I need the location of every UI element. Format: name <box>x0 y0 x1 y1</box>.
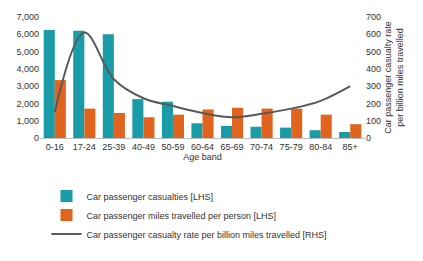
svg-text:400: 400 <box>366 64 381 74</box>
svg-text:600: 600 <box>366 29 381 39</box>
svg-text:0: 0 <box>34 133 39 143</box>
svg-text:40-49: 40-49 <box>132 142 155 152</box>
svg-text:80-84: 80-84 <box>309 142 332 152</box>
svg-text:Car passenger miles travelled: Car passenger miles travelled per person… <box>87 211 277 221</box>
svg-text:Car passenger casualty rateper: Car passenger casualty rateper billion m… <box>383 21 405 134</box>
svg-text:60-64: 60-64 <box>191 142 214 152</box>
svg-text:50-59: 50-59 <box>161 142 184 152</box>
svg-text:4,000: 4,000 <box>16 64 39 74</box>
svg-text:70-74: 70-74 <box>250 142 273 152</box>
svg-text:100: 100 <box>366 116 381 126</box>
svg-text:Age band: Age band <box>183 152 222 162</box>
svg-text:Car passenger casualties [LHS]: Car passenger casualties [LHS] <box>87 192 214 202</box>
svg-text:75-79: 75-79 <box>280 142 303 152</box>
svg-text:700: 700 <box>366 12 381 22</box>
svg-text:2,000: 2,000 <box>16 99 39 109</box>
svg-text:3,000: 3,000 <box>16 81 39 91</box>
svg-text:Car passenger casualty rate pe: Car passenger casualty rate per billion … <box>87 230 327 240</box>
svg-text:0: 0 <box>366 133 371 143</box>
svg-text:5,000: 5,000 <box>16 47 39 57</box>
svg-text:65-69: 65-69 <box>221 142 244 152</box>
svg-text:25-39: 25-39 <box>102 142 125 152</box>
svg-text:200: 200 <box>366 99 381 109</box>
svg-text:300: 300 <box>366 81 381 91</box>
svg-text:500: 500 <box>366 47 381 57</box>
svg-text:7,000: 7,000 <box>16 12 39 22</box>
svg-text:1,000: 1,000 <box>16 116 39 126</box>
svg-text:6,000: 6,000 <box>16 29 39 39</box>
svg-text:85+: 85+ <box>343 142 358 152</box>
svg-text:0-16: 0-16 <box>46 142 64 152</box>
svg-text:17-24: 17-24 <box>73 142 96 152</box>
